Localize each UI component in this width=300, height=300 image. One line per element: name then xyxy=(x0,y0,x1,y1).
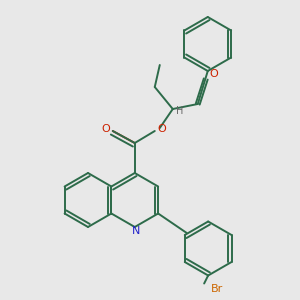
Text: H: H xyxy=(176,106,184,116)
Text: O: O xyxy=(209,69,218,79)
Text: O: O xyxy=(101,124,110,134)
Text: N: N xyxy=(132,226,140,236)
Text: O: O xyxy=(158,124,166,134)
Text: Br: Br xyxy=(211,284,223,295)
